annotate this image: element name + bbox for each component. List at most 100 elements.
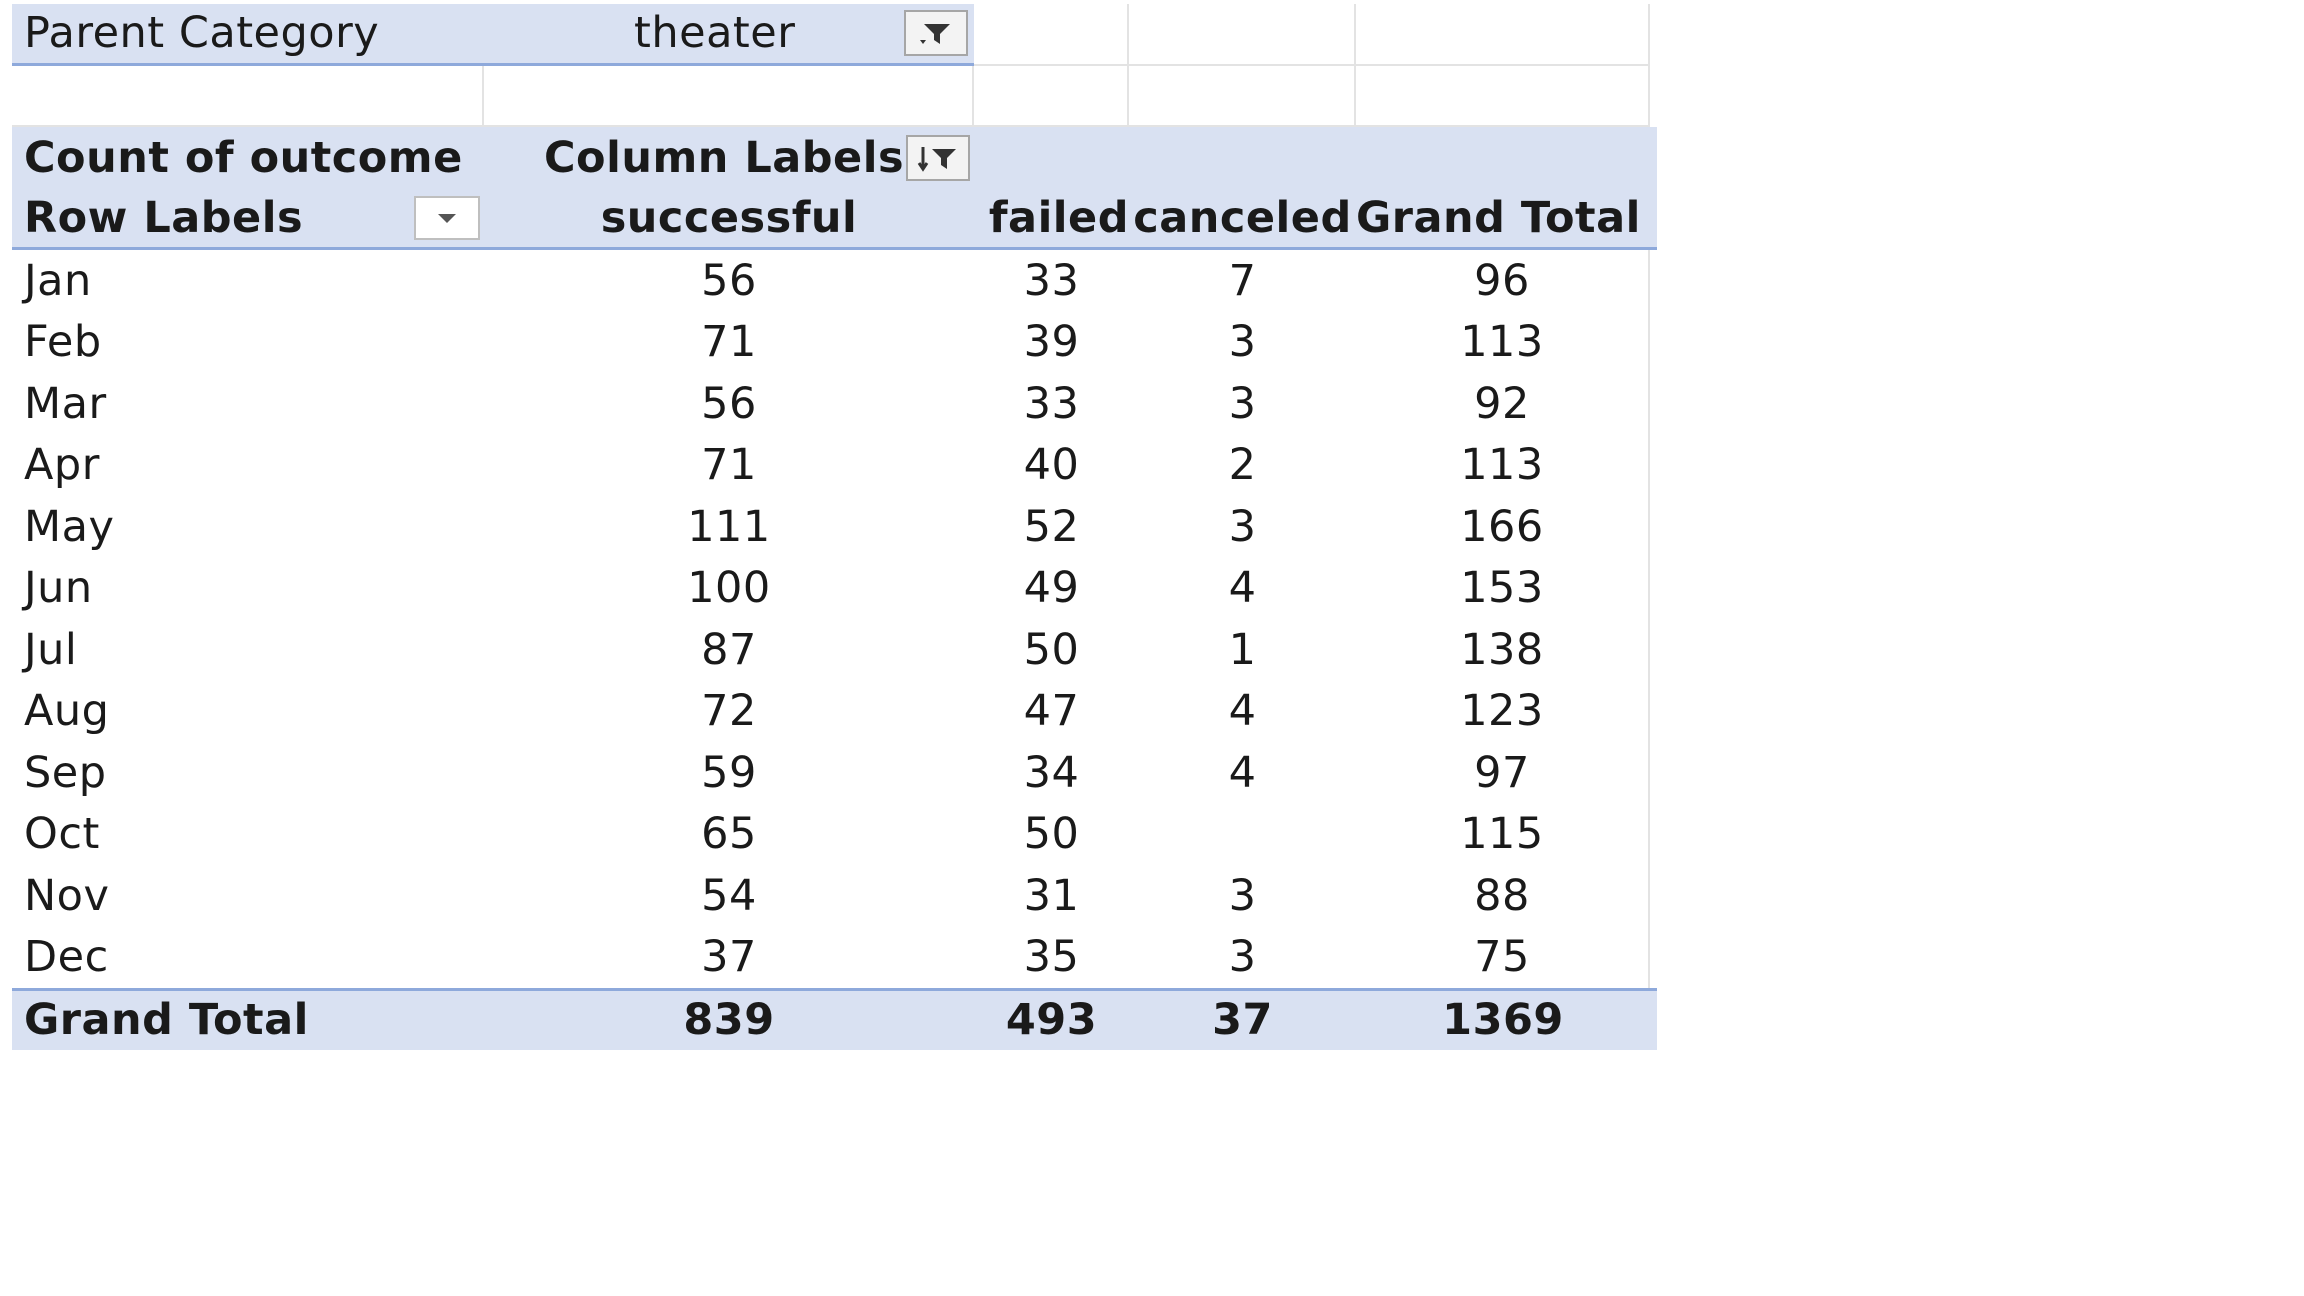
row-labels-cell[interactable]: Row Labels xyxy=(12,189,484,248)
blank-row xyxy=(12,65,1657,127)
cell-grand-total[interactable]: 113 xyxy=(1356,434,1650,496)
empty-cell[interactable] xyxy=(484,65,974,127)
cell-grand-total[interactable]: 88 xyxy=(1356,865,1650,927)
empty-cell[interactable] xyxy=(12,65,484,127)
dropdown-arrow-icon xyxy=(438,213,456,223)
cell-successful[interactable]: 72 xyxy=(701,686,757,737)
empty-cell[interactable] xyxy=(1129,4,1356,66)
row-label[interactable]: Feb xyxy=(24,317,102,368)
cell-failed[interactable]: 34 xyxy=(1023,747,1080,798)
cell-canceled[interactable]: 4 xyxy=(1228,686,1257,737)
cell-grand-total[interactable]: 97 xyxy=(1356,742,1650,804)
table-row: Jul 87 50 1 138 xyxy=(12,619,1657,681)
grand-total-canceled[interactable]: 37 xyxy=(1212,995,1273,1046)
column-header-canceled[interactable]: canceled xyxy=(1133,192,1352,243)
column-header-grand-total[interactable]: Grand Total xyxy=(1356,192,1641,243)
cell-grand-total[interactable]: 113 xyxy=(1356,311,1650,373)
cell-canceled[interactable] xyxy=(1129,804,1356,866)
cell-canceled[interactable]: 3 xyxy=(1228,870,1257,921)
table-row: Nov 54 31 3 88 xyxy=(12,865,1657,927)
cell-failed[interactable]: 50 xyxy=(1023,624,1080,675)
column-header-failed[interactable]: failed xyxy=(988,192,1129,243)
cell-successful[interactable]: 65 xyxy=(701,809,757,860)
cell-successful[interactable]: 71 xyxy=(701,317,757,368)
table-row: Aug 72 47 4 123 xyxy=(12,680,1657,742)
cell-failed[interactable]: 40 xyxy=(1023,440,1080,491)
grand-total-failed[interactable]: 493 xyxy=(1005,995,1098,1046)
cell-successful[interactable]: 111 xyxy=(687,501,771,552)
cell-grand-total[interactable]: 115 xyxy=(1356,803,1650,865)
cell-successful[interactable]: 56 xyxy=(701,255,757,306)
cell-failed[interactable]: 52 xyxy=(1023,501,1080,552)
row-label[interactable]: May xyxy=(24,501,115,552)
table-row: Jan 56 33 7 96 xyxy=(12,250,1657,312)
grand-total-overall[interactable]: 1369 xyxy=(1442,995,1564,1046)
cell-grand-total[interactable]: 75 xyxy=(1356,926,1650,988)
cell-grand-total[interactable]: 138 xyxy=(1356,619,1650,681)
pivot-body: Jan 56 33 7 96 Feb 71 39 3 113 Mar 56 33 3 92 Apr 71 40 2 1… xyxy=(12,250,1657,988)
row-label[interactable]: Jun xyxy=(24,563,93,614)
cell-successful[interactable]: 56 xyxy=(701,378,757,429)
cell-successful[interactable]: 100 xyxy=(687,563,771,614)
cell-failed[interactable]: 33 xyxy=(1023,378,1080,429)
cell-failed[interactable]: 39 xyxy=(1023,317,1080,368)
cell-failed[interactable]: 33 xyxy=(1023,255,1080,306)
column-header-successful[interactable]: successful xyxy=(600,192,858,243)
row-label[interactable]: Aug xyxy=(24,686,110,737)
cell-successful[interactable]: 59 xyxy=(701,747,757,798)
row-labels-text: Row Labels xyxy=(24,192,304,243)
sort-filter-icon xyxy=(917,146,957,172)
cell-failed[interactable]: 35 xyxy=(1023,932,1080,983)
table-row: Sep 59 34 4 97 xyxy=(12,742,1657,804)
cell-canceled[interactable]: 3 xyxy=(1228,378,1257,429)
table-row: Jun 100 49 4 153 xyxy=(12,557,1657,619)
filter-button[interactable] xyxy=(904,10,968,57)
empty-cell[interactable] xyxy=(1356,4,1650,66)
cell-canceled[interactable]: 3 xyxy=(1228,501,1257,552)
column-labels-cell[interactable]: Column Labels xyxy=(484,127,974,189)
column-header-row: Row Labels successful failed canceled Gr… xyxy=(12,188,1657,250)
cell-grand-total[interactable]: 166 xyxy=(1356,496,1650,558)
row-label[interactable]: Oct xyxy=(24,809,100,860)
cell-successful[interactable]: 87 xyxy=(701,624,757,675)
cell-canceled[interactable]: 7 xyxy=(1228,255,1257,306)
cell-canceled[interactable]: 1 xyxy=(1228,624,1257,675)
row-label[interactable]: Apr xyxy=(24,440,100,491)
row-label[interactable]: Mar xyxy=(24,378,107,429)
cell-successful[interactable]: 71 xyxy=(701,440,757,491)
empty-cell[interactable] xyxy=(974,4,1129,66)
table-row: Oct 65 50 115 xyxy=(12,803,1657,866)
pivot-table: Parent Category theater Count of outcome… xyxy=(12,4,1657,1050)
cell-canceled[interactable]: 2 xyxy=(1228,440,1257,491)
cell-failed[interactable]: 31 xyxy=(1023,870,1080,921)
cell-successful[interactable]: 54 xyxy=(701,870,757,921)
grand-total-successful[interactable]: 839 xyxy=(683,995,775,1046)
filter-value-cell[interactable]: theater xyxy=(484,4,974,66)
cell-grand-total[interactable]: 96 xyxy=(1356,250,1650,312)
row-label[interactable]: Jan xyxy=(24,255,92,306)
row-label[interactable]: Sep xyxy=(24,747,107,798)
empty-cell[interactable] xyxy=(1129,65,1356,127)
cell-canceled[interactable]: 3 xyxy=(1228,932,1257,983)
cell-successful[interactable]: 37 xyxy=(701,932,757,983)
column-labels-filter-button[interactable] xyxy=(906,134,971,181)
row-label[interactable]: Nov xyxy=(24,870,110,921)
cell-canceled[interactable]: 4 xyxy=(1228,747,1257,798)
empty-cell[interactable] xyxy=(1356,65,1650,127)
table-row: Feb 71 39 3 113 xyxy=(12,311,1657,373)
filter-selected-value: theater xyxy=(634,8,796,59)
cell-failed[interactable]: 50 xyxy=(1023,809,1080,860)
cell-grand-total[interactable]: 92 xyxy=(1356,373,1650,435)
cell-grand-total[interactable]: 123 xyxy=(1356,680,1650,742)
row-labels-filter-button[interactable] xyxy=(414,195,480,240)
cell-canceled[interactable]: 3 xyxy=(1228,317,1257,368)
row-label[interactable]: Jul xyxy=(24,624,78,675)
empty-cell[interactable] xyxy=(974,65,1129,127)
cell-failed[interactable]: 49 xyxy=(1023,563,1080,614)
row-label[interactable]: Dec xyxy=(24,932,109,983)
cell-canceled[interactable]: 4 xyxy=(1228,563,1257,614)
column-labels-text: Column Labels xyxy=(544,132,905,183)
cell-failed[interactable]: 47 xyxy=(1023,686,1080,737)
cell-grand-total[interactable]: 153 xyxy=(1356,557,1650,619)
grand-total-label[interactable]: Grand Total xyxy=(24,995,309,1046)
